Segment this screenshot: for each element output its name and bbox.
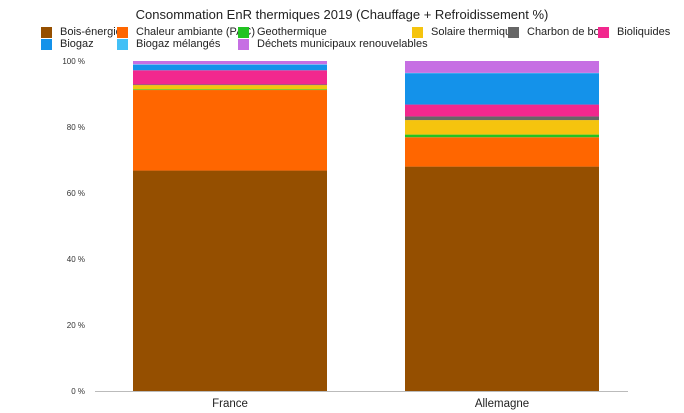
legend-label: Chaleur ambiante (PAC) bbox=[136, 26, 256, 38]
y-tick-label: 80 % bbox=[67, 123, 85, 132]
y-tick-label: 60 % bbox=[67, 189, 85, 198]
legend-item-biogaz: Biogaz bbox=[41, 38, 94, 50]
bar-segment-allemagne-1 bbox=[405, 166, 599, 391]
y-tick-label: 100 % bbox=[62, 57, 85, 66]
bar-segment-allemagne-5 bbox=[405, 116, 599, 121]
legend-label: Charbon de bois bbox=[527, 26, 608, 38]
legend-swatch bbox=[598, 26, 609, 38]
legend-label: Biogaz bbox=[60, 38, 94, 50]
legend: Bois-énergie Chaleur ambiante (PAC) Geot… bbox=[0, 0, 684, 60]
legend-item-charbon-de-bois: Charbon de bois bbox=[508, 26, 608, 38]
bar-segment-france-2 bbox=[133, 90, 327, 171]
legend-swatch bbox=[41, 38, 52, 50]
x-category-label: Allemagne bbox=[475, 398, 529, 410]
bar-segment-france-1 bbox=[133, 170, 327, 391]
y-tick-label: 20 % bbox=[67, 321, 85, 330]
bar-segment-france-6 bbox=[133, 70, 327, 85]
bar-segment-france-7 bbox=[133, 64, 327, 71]
legend-label: Déchets municipaux renouvelables bbox=[257, 38, 428, 50]
legend-label: Biogaz mélangés bbox=[136, 38, 221, 50]
bar-segment-allemagne-4 bbox=[405, 120, 599, 135]
legend-item-geothermique: Geothermique bbox=[238, 26, 327, 38]
legend-swatch bbox=[412, 26, 423, 38]
legend-item-biogaz-melanges: Biogaz mélangés bbox=[117, 38, 220, 50]
bar-segment-france-4 bbox=[133, 85, 327, 90]
y-tick-label: 40 % bbox=[67, 255, 85, 264]
chart-title: Consommation EnR thermiques 2019 (Chauff… bbox=[135, 7, 549, 22]
legend-swatch bbox=[238, 38, 249, 50]
y-tick-label: 0 % bbox=[71, 387, 85, 396]
legend-item-chaleur-ambiante: Chaleur ambiante (PAC) bbox=[117, 26, 255, 38]
legend-label: Geothermique bbox=[257, 26, 327, 38]
legend-swatch bbox=[117, 38, 128, 50]
legend-swatch bbox=[238, 26, 249, 38]
x-category-label: France bbox=[212, 398, 248, 410]
legend-item-dechets-municipaux: Déchets municipaux renouvelables bbox=[238, 38, 428, 50]
legend-swatch bbox=[508, 26, 519, 38]
bar-segment-allemagne-2 bbox=[405, 137, 599, 167]
bar-segment-france-5 bbox=[133, 84, 327, 86]
legend-item-solaire-thermique: Solaire thermique bbox=[412, 26, 517, 38]
bar-segment-allemagne-3 bbox=[405, 134, 599, 138]
legend-swatch bbox=[41, 26, 52, 38]
legend-item-bioliquides: Bioliquides bbox=[598, 26, 670, 38]
legend-swatch bbox=[117, 26, 128, 38]
legend-label: Bois-énergie bbox=[60, 26, 122, 38]
legend-label: Solaire thermique bbox=[431, 26, 518, 38]
bar-segment-france-9 bbox=[133, 61, 327, 65]
legend-label: Bioliquides bbox=[617, 26, 671, 38]
bar-segment-allemagne-6 bbox=[405, 104, 599, 117]
legend-item-bois-energie: Bois-énergie bbox=[41, 26, 122, 38]
bar-segment-allemagne-7 bbox=[405, 73, 599, 105]
bar-segment-france-3 bbox=[133, 89, 327, 91]
bar-segment-france-8 bbox=[133, 64, 327, 65]
bar-segment-allemagne-9 bbox=[405, 61, 599, 73]
